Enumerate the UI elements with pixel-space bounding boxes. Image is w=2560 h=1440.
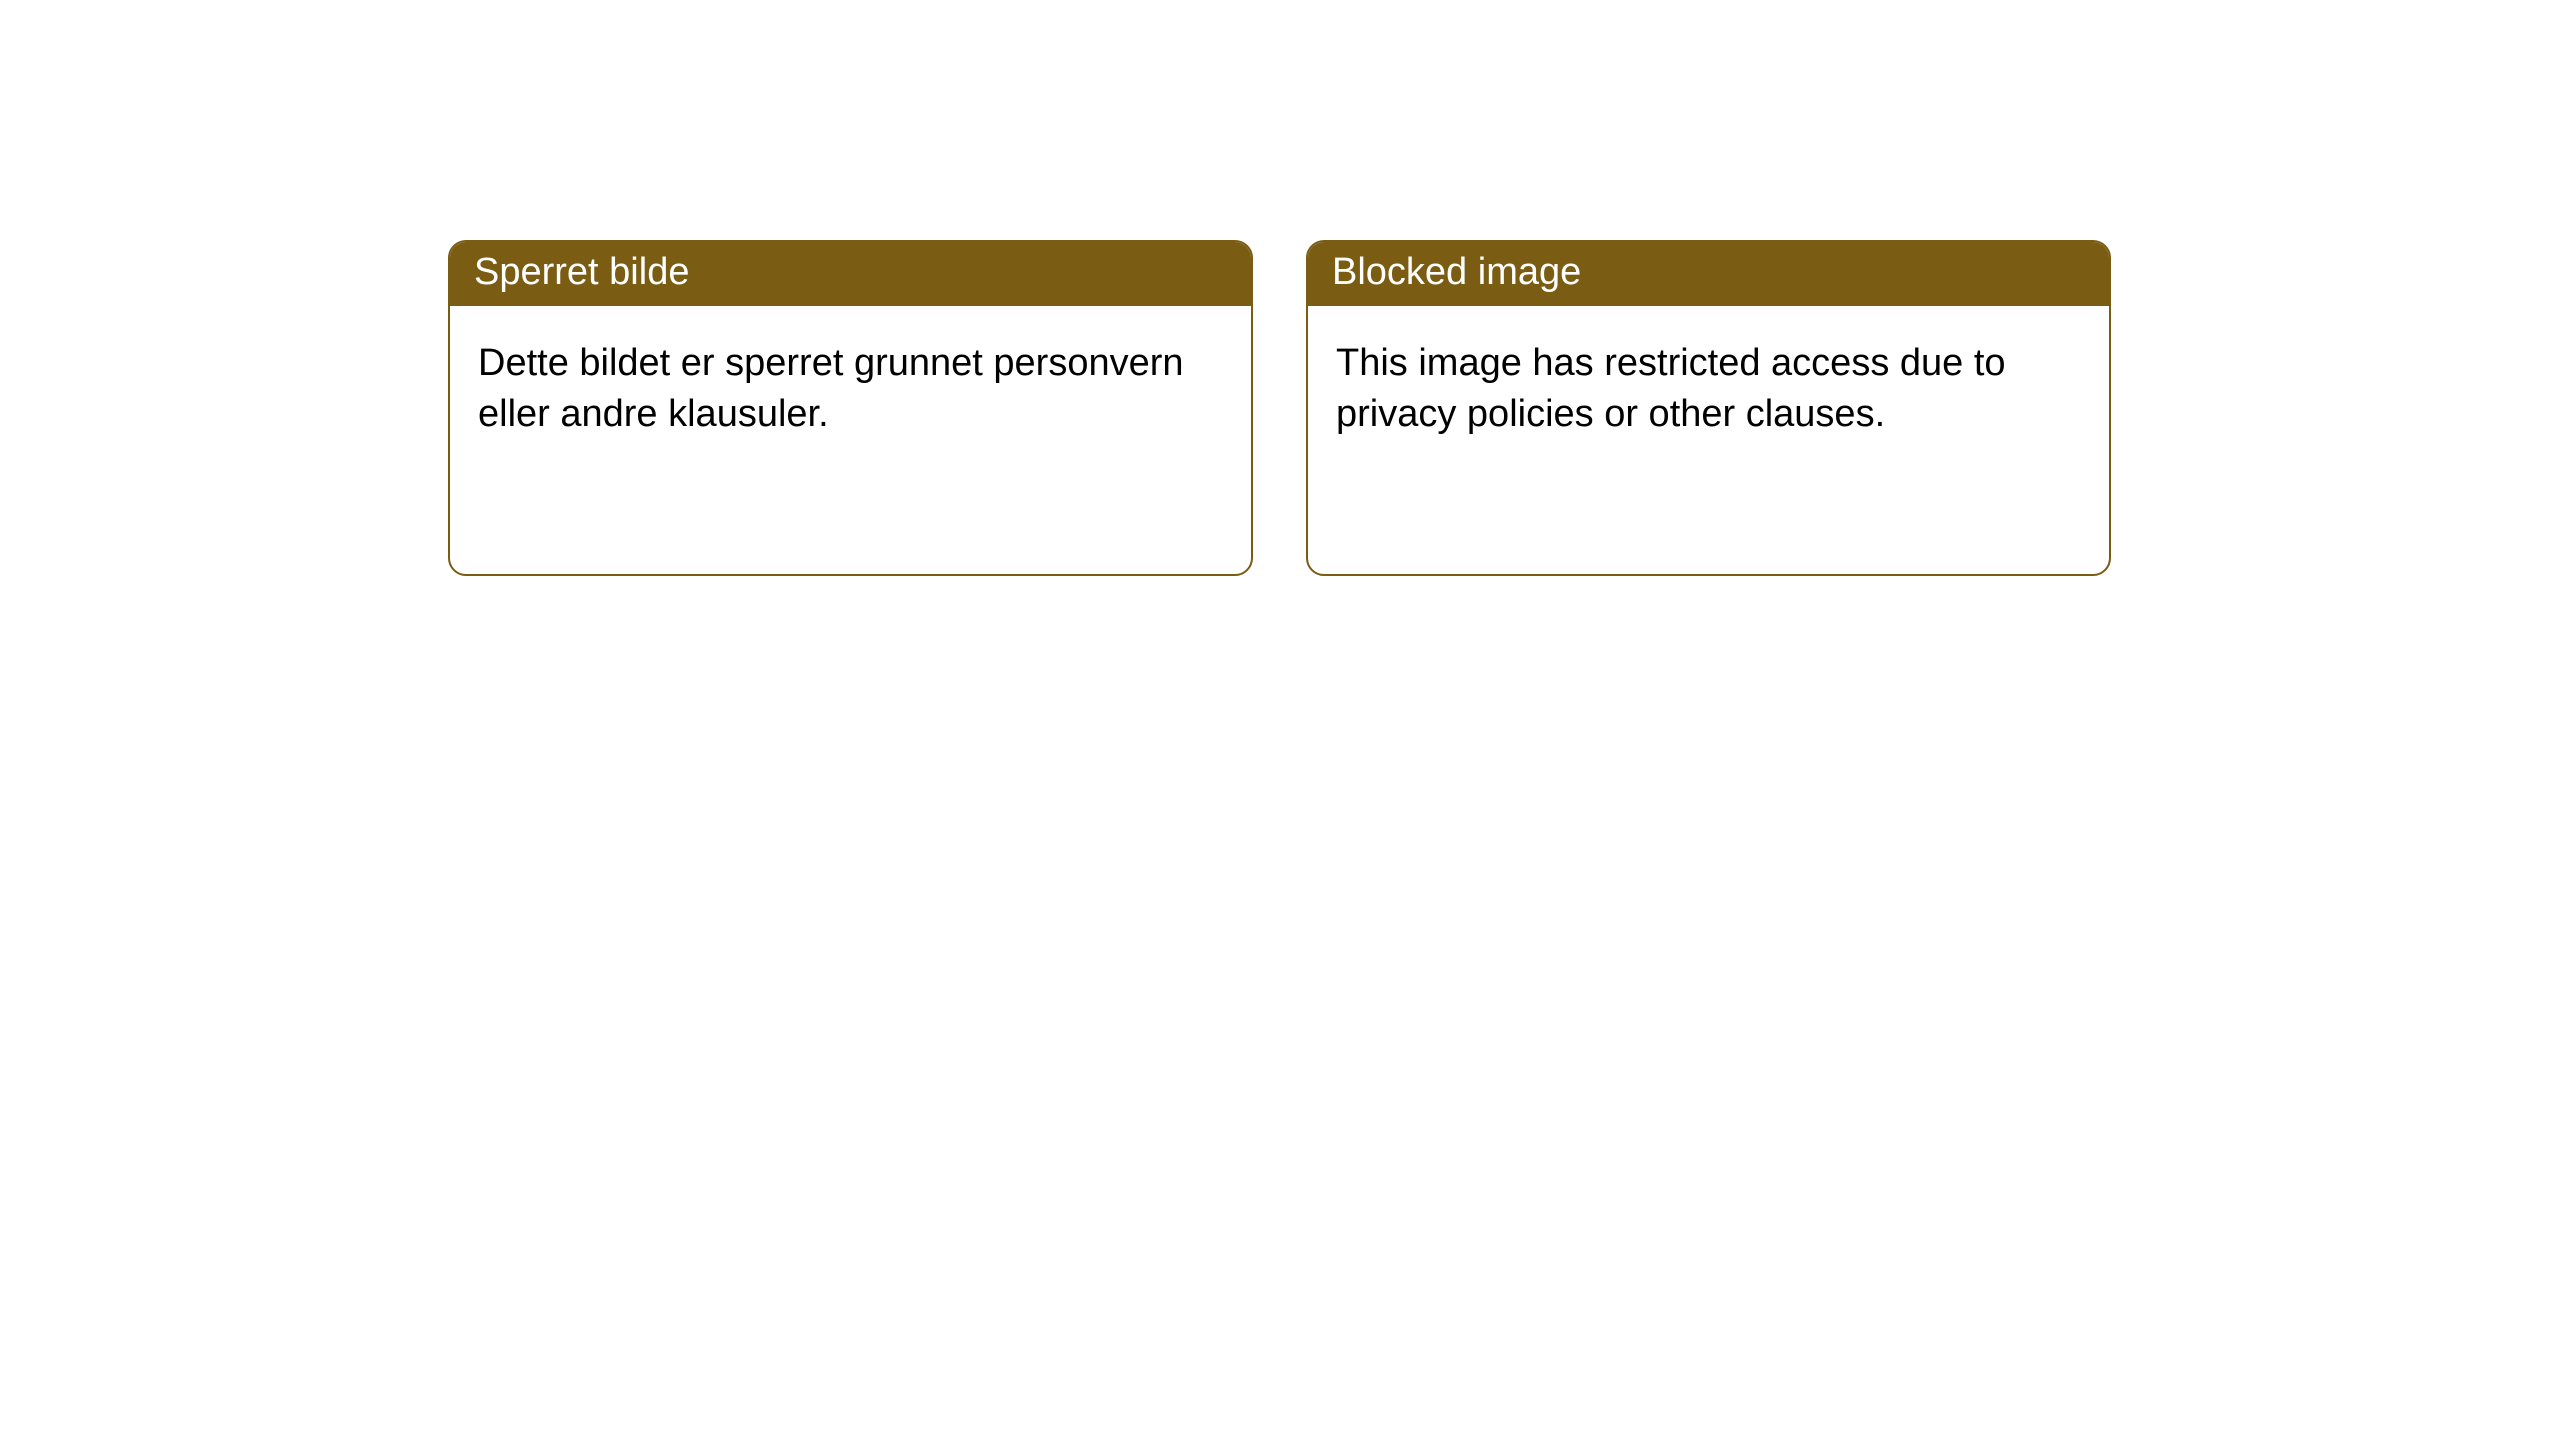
notice-body: Dette bildet er sperret grunnet personve… [450,306,1251,473]
notice-title: Blocked image [1332,251,1581,293]
notice-body-text: Dette bildet er sperret grunnet personve… [478,342,1184,435]
notice-header: Sperret bilde [450,242,1251,306]
notice-body-text: This image has restricted access due to … [1336,342,2006,435]
notice-body: This image has restricted access due to … [1308,306,2109,473]
notice-box-norwegian: Sperret bilde Dette bildet er sperret gr… [448,240,1253,576]
notice-title: Sperret bilde [474,251,689,293]
notice-box-english: Blocked image This image has restricted … [1306,240,2111,576]
notice-container: Sperret bilde Dette bildet er sperret gr… [0,0,2560,576]
notice-header: Blocked image [1308,242,2109,306]
